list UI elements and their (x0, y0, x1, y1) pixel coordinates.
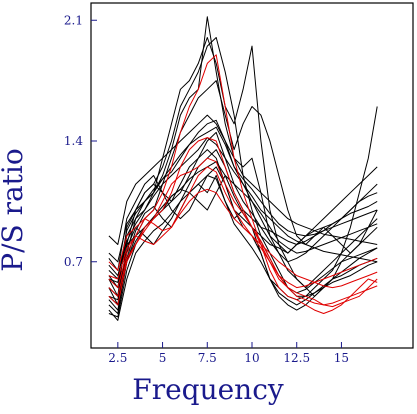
black-series-line-6 (108, 166, 378, 271)
red-series-line-21 (108, 188, 378, 289)
red-series-line-17 (108, 54, 378, 314)
y-tick-label: 2.1 (64, 13, 83, 27)
x-tick-label: 12.5 (283, 351, 310, 365)
black-series-line-7 (108, 114, 378, 245)
tick-layer: 2.5 5 7.5 10 12.5 15 0.7 1.4 2.1 (64, 13, 349, 365)
series-layer (108, 16, 378, 321)
x-tick-label: 5 (159, 351, 167, 365)
x-axis-label: Frequency (132, 373, 284, 406)
red-series-line-20 (108, 157, 378, 306)
black-series-line-12 (108, 175, 378, 321)
black-series-line-16 (108, 126, 378, 280)
x-tick-label: 10 (244, 351, 259, 365)
y-tick-label: 1.4 (64, 134, 83, 148)
y-axis-label: P/S ratio (0, 148, 29, 272)
plot-frame (90, 2, 414, 349)
black-series-line-10 (108, 137, 378, 277)
x-tick-label: 15 (334, 351, 349, 365)
red-series-line-19 (108, 166, 378, 289)
x-tick-label: 7.5 (198, 351, 217, 365)
x-tick-label: 2.5 (108, 351, 127, 365)
y-tick-label: 0.7 (64, 255, 83, 269)
